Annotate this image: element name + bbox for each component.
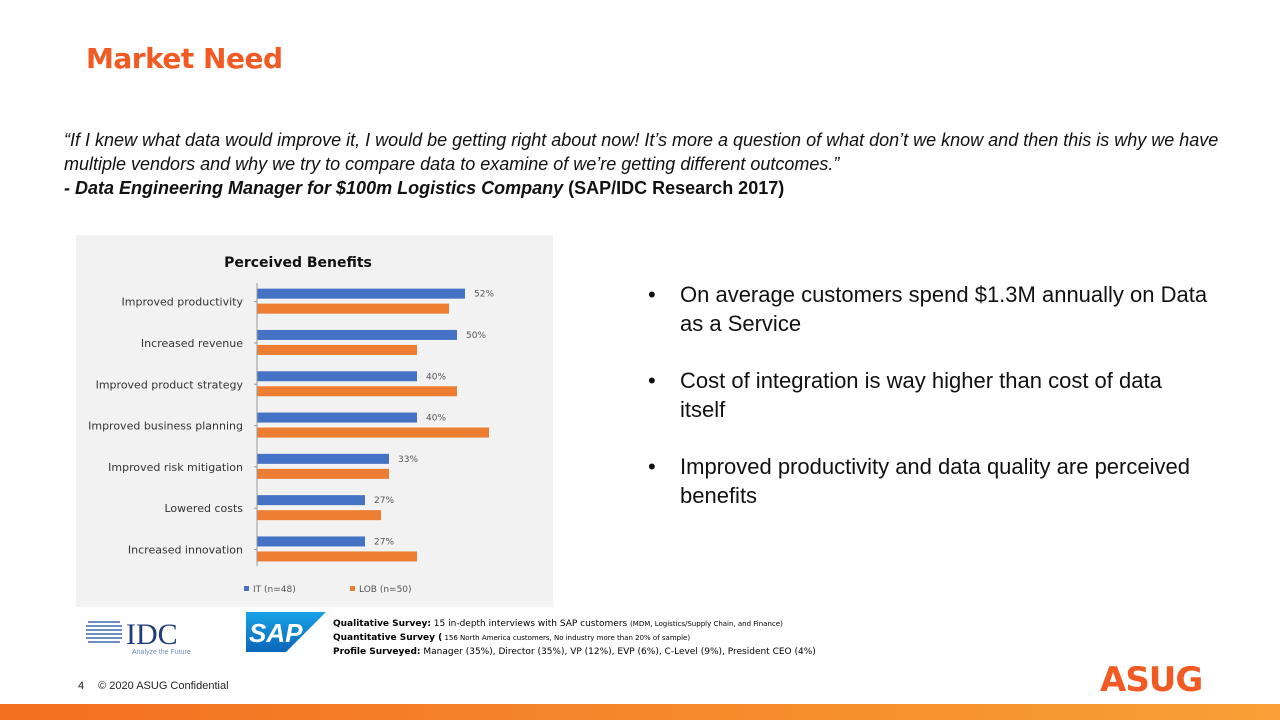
idc-wordmark: IDC — [126, 618, 178, 651]
category-label: Improved productivity — [122, 296, 244, 309]
sap-logo: SAP — [246, 612, 326, 652]
bar-it — [257, 412, 417, 423]
confidential-notice: © 2020 ASUG Confidential — [98, 680, 229, 692]
category-label: Improved risk mitigation — [108, 461, 243, 474]
category-label: Improved business planning — [88, 420, 243, 433]
data-label: 33% — [398, 455, 418, 465]
slide-title: Market Need — [86, 42, 283, 75]
chart-title: Perceived Benefits — [224, 255, 372, 271]
idc-logo: IDC Analyze the Future — [86, 618, 191, 656]
data-label: 27% — [374, 496, 394, 506]
key-points-list: On average customers spend $1.3M annuall… — [648, 280, 1208, 538]
bar-lob — [257, 510, 381, 521]
perceived-benefits-chart: Perceived Benefits Improved productivity 5… — [76, 235, 553, 607]
bar-lob — [257, 303, 449, 314]
bar-lob — [257, 427, 489, 438]
category-label: Increased innovation — [128, 543, 243, 556]
bottom-accent-bar — [0, 704, 1280, 720]
quote-text: “If I knew what data would improve it, I… — [64, 130, 1219, 174]
bullet-item: Cost of integration is way higher than c… — [648, 366, 1208, 424]
bar-lob — [257, 344, 417, 355]
survey-notes: Qualitative Survey: 15 in-depth intervie… — [333, 617, 816, 659]
data-label: 52% — [474, 290, 494, 300]
category-label: Increased revenue — [141, 337, 243, 350]
bar-lob — [257, 468, 389, 479]
data-label: 40% — [426, 372, 446, 382]
asug-logo: ASUG — [1100, 660, 1203, 700]
chart-canvas: Perceived Benefits Improved productivity 5… — [88, 255, 494, 595]
legend-label: IT (n=48) — [253, 585, 296, 595]
data-label: 40% — [426, 414, 446, 424]
data-label: 27% — [374, 537, 394, 547]
profile-surveyed-line: Profile Surveyed: Manager (35%), Directo… — [333, 647, 816, 657]
qualitative-survey-line: Qualitative Survey: 15 in-depth intervie… — [333, 619, 783, 629]
bar-lob — [257, 386, 457, 397]
quantitative-survey-line: Quantitative Survey ( 156 North America … — [333, 633, 691, 643]
attribution-role: - Data Engineering Manager for $100m Log… — [64, 178, 564, 198]
customer-quote: “If I knew what data would improve it, I… — [64, 128, 1244, 200]
bar-it — [257, 536, 365, 547]
data-label: 50% — [466, 331, 486, 341]
category-label: Lowered costs — [164, 502, 243, 515]
quote-attribution: - Data Engineering Manager for $100m Log… — [64, 178, 784, 198]
bar-it — [257, 288, 465, 299]
bar-it — [257, 495, 365, 506]
legend-swatch — [350, 586, 355, 591]
bullet-item: Improved productivity and data quality a… — [648, 452, 1208, 510]
bullet-item: On average customers spend $1.3M annuall… — [648, 280, 1208, 338]
category-label: Improved product strategy — [96, 378, 244, 391]
bar-it — [257, 329, 457, 340]
page-number: 4 — [78, 680, 85, 692]
slide-footer: 4 © 2020 ASUG Confidential — [78, 680, 229, 692]
legend-swatch — [244, 586, 249, 591]
attribution-source: (SAP/IDC Research 2017) — [563, 178, 785, 198]
bar-it — [257, 453, 389, 464]
bar-it — [257, 371, 417, 382]
bar-lob — [257, 551, 417, 562]
idc-tagline: Analyze the Future — [132, 649, 191, 656]
legend-label: LOB (n=50) — [359, 585, 412, 595]
sap-wordmark: SAP — [249, 618, 303, 648]
